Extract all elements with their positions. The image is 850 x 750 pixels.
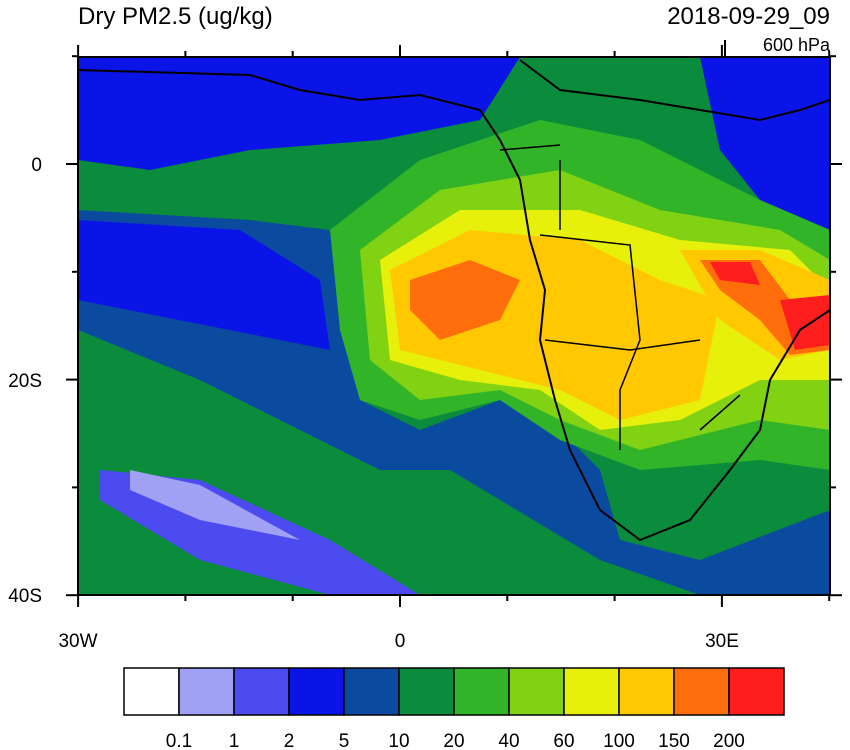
colorbar-label: 5 — [339, 731, 350, 750]
colorbar-box — [618, 667, 675, 716]
colorbar-box — [123, 667, 180, 716]
colorbar-label: 10 — [388, 731, 409, 750]
colorbar-label: 200 — [713, 731, 745, 750]
colorbar-box — [453, 667, 510, 716]
colorbar: 0.1 1 2 5 10 20 40 60 100 150 200 — [123, 667, 785, 750]
lat-label: 20S — [8, 371, 42, 392]
colorbar-label: 40 — [498, 731, 519, 750]
colorbar-box — [508, 667, 565, 716]
colorbar-label: 20 — [443, 731, 464, 750]
colorbar-label: 100 — [603, 731, 635, 750]
colorbar-label: 150 — [658, 731, 690, 750]
title: Dry PM2.5 (ug/kg) — [78, 3, 273, 30]
timestamp: 2018-09-29_09 — [667, 3, 830, 30]
colorbar-box — [398, 667, 455, 716]
lon-label: 30E — [705, 631, 739, 652]
lat-label: 0 — [31, 155, 42, 176]
colorbar-label: 2 — [284, 731, 295, 750]
colorbar-label: 60 — [553, 731, 574, 750]
field — [78, 57, 830, 595]
map-frame — [77, 56, 831, 596]
colorbar-box — [673, 667, 730, 716]
colorbar-box — [563, 667, 620, 716]
colorbar-box — [343, 667, 400, 716]
colorbar-label: 0.1 — [166, 731, 192, 750]
lat-label: 40S — [8, 586, 42, 607]
level: 600 hPa — [763, 35, 831, 55]
axes: 0 20S 40S 30W 0 30E — [8, 45, 842, 652]
colorbar-box — [728, 667, 785, 716]
lon-label: 0 — [395, 631, 406, 652]
colorbar-label: 1 — [229, 731, 240, 750]
lon-label: 30W — [58, 631, 97, 652]
colorbar-box — [288, 667, 345, 716]
colorbar-box — [233, 667, 290, 716]
colorbar-box — [178, 667, 235, 716]
